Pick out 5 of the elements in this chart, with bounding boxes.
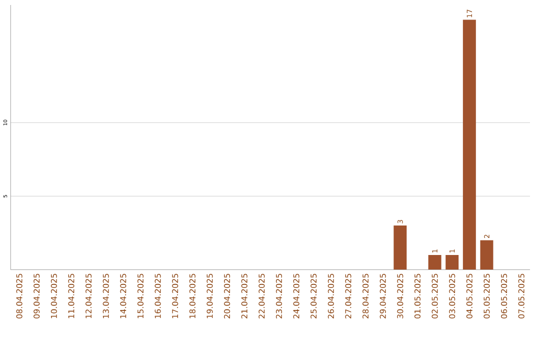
bar bbox=[480, 240, 494, 270]
bar bbox=[394, 226, 407, 270]
bar bbox=[428, 255, 442, 270]
bar bbox=[446, 255, 459, 270]
bar bbox=[462, 20, 476, 270]
